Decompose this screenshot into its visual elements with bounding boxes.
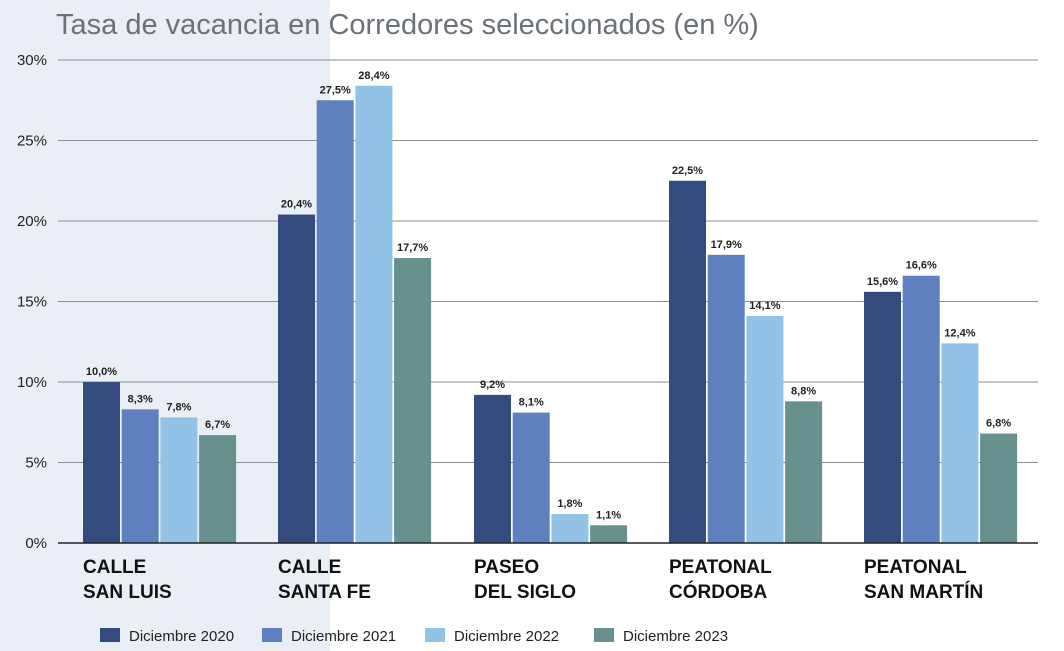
category-label: SAN LUIS [83, 582, 172, 603]
bar [980, 433, 1018, 543]
legend-item: Diciembre 2022 [425, 628, 559, 645]
bar [902, 275, 940, 543]
legend-label: Diciembre 2023 [623, 628, 728, 645]
data-label: 22,5% [672, 165, 703, 177]
category-label: CALLE [278, 557, 341, 578]
bar [746, 315, 784, 543]
y-tick-label: 25% [17, 133, 47, 150]
y-tick-label: 10% [17, 374, 47, 391]
bars [83, 85, 1018, 543]
data-label: 27,5% [320, 84, 351, 96]
category-labels: CALLE SAN LUIS CALLE SANTA FE PASEO DEL SIGLO… [83, 557, 983, 603]
legend-item: Diciembre 2021 [262, 628, 396, 645]
y-tick-label: 15% [17, 294, 47, 311]
data-label: 8,8% [791, 385, 816, 397]
data-label: 7,8% [166, 401, 191, 413]
category-label: SANTA FE [278, 582, 371, 603]
legend-item: Diciembre 2020 [100, 628, 234, 645]
y-tick-label: 5% [25, 455, 47, 472]
data-label: 8,3% [128, 393, 153, 405]
category-label: PEATONAL [669, 557, 772, 578]
category-label: PEATONAL [864, 557, 967, 578]
bar [941, 343, 979, 543]
data-label: 10,0% [86, 366, 117, 378]
bar [199, 435, 237, 543]
data-label: 8,1% [519, 397, 544, 409]
category-label: CÓRDOBA [669, 581, 767, 603]
legend-swatch [100, 628, 120, 642]
bar [83, 382, 120, 543]
bar [316, 100, 354, 543]
data-label: 16,6% [906, 260, 937, 272]
data-label: 14,1% [749, 300, 780, 312]
bar [785, 401, 823, 543]
bar [394, 258, 432, 543]
y-tick-label: 0% [25, 535, 47, 552]
bar [551, 514, 589, 543]
legend-label: Diciembre 2020 [129, 628, 234, 645]
legend-label: Diciembre 2022 [454, 628, 559, 645]
bar [512, 412, 550, 543]
data-label: 15,6% [867, 276, 898, 288]
legend: Diciembre 2020 Diciembre 2021 Diciembre 20… [100, 628, 728, 645]
bar [864, 291, 901, 543]
bar [121, 409, 159, 543]
legend-label: Diciembre 2021 [291, 628, 396, 645]
data-labels: 10,0% 8,3% 7,8% 6,7% 20,4% 27,5% 28,4% 17,7% 9,2… [86, 70, 1011, 522]
legend-swatch [262, 628, 282, 642]
category-label: DEL SIGLO [474, 582, 576, 603]
data-label: 1,8% [557, 498, 582, 510]
data-label: 1,1% [596, 509, 621, 521]
data-label: 6,8% [986, 418, 1011, 430]
bar [669, 180, 706, 543]
bar [707, 254, 745, 543]
category-label: CALLE [83, 557, 146, 578]
data-label: 6,7% [205, 419, 230, 431]
y-axis-ticks: 0% 5% 10% 15% 20% 25% 30% [17, 52, 47, 552]
data-label: 17,7% [397, 242, 428, 254]
bar [474, 394, 511, 543]
data-label: 12,4% [944, 327, 975, 339]
bar [355, 85, 393, 543]
y-tick-label: 30% [17, 52, 47, 69]
category-label: PASEO [474, 557, 539, 578]
data-label: 20,4% [281, 199, 312, 211]
data-label: 9,2% [480, 379, 505, 391]
bar [160, 417, 198, 543]
y-tick-label: 20% [17, 213, 47, 230]
legend-item: Diciembre 2023 [594, 628, 728, 645]
bar [278, 214, 315, 543]
legend-swatch [425, 628, 445, 642]
chart-title: Tasa de vacancia en Corredores seleccion… [56, 9, 759, 41]
bar [590, 525, 628, 543]
legend-swatch [594, 628, 614, 642]
data-label: 17,9% [711, 239, 742, 251]
data-label: 28,4% [358, 70, 389, 82]
category-label: SAN MARTÍN [864, 581, 983, 603]
